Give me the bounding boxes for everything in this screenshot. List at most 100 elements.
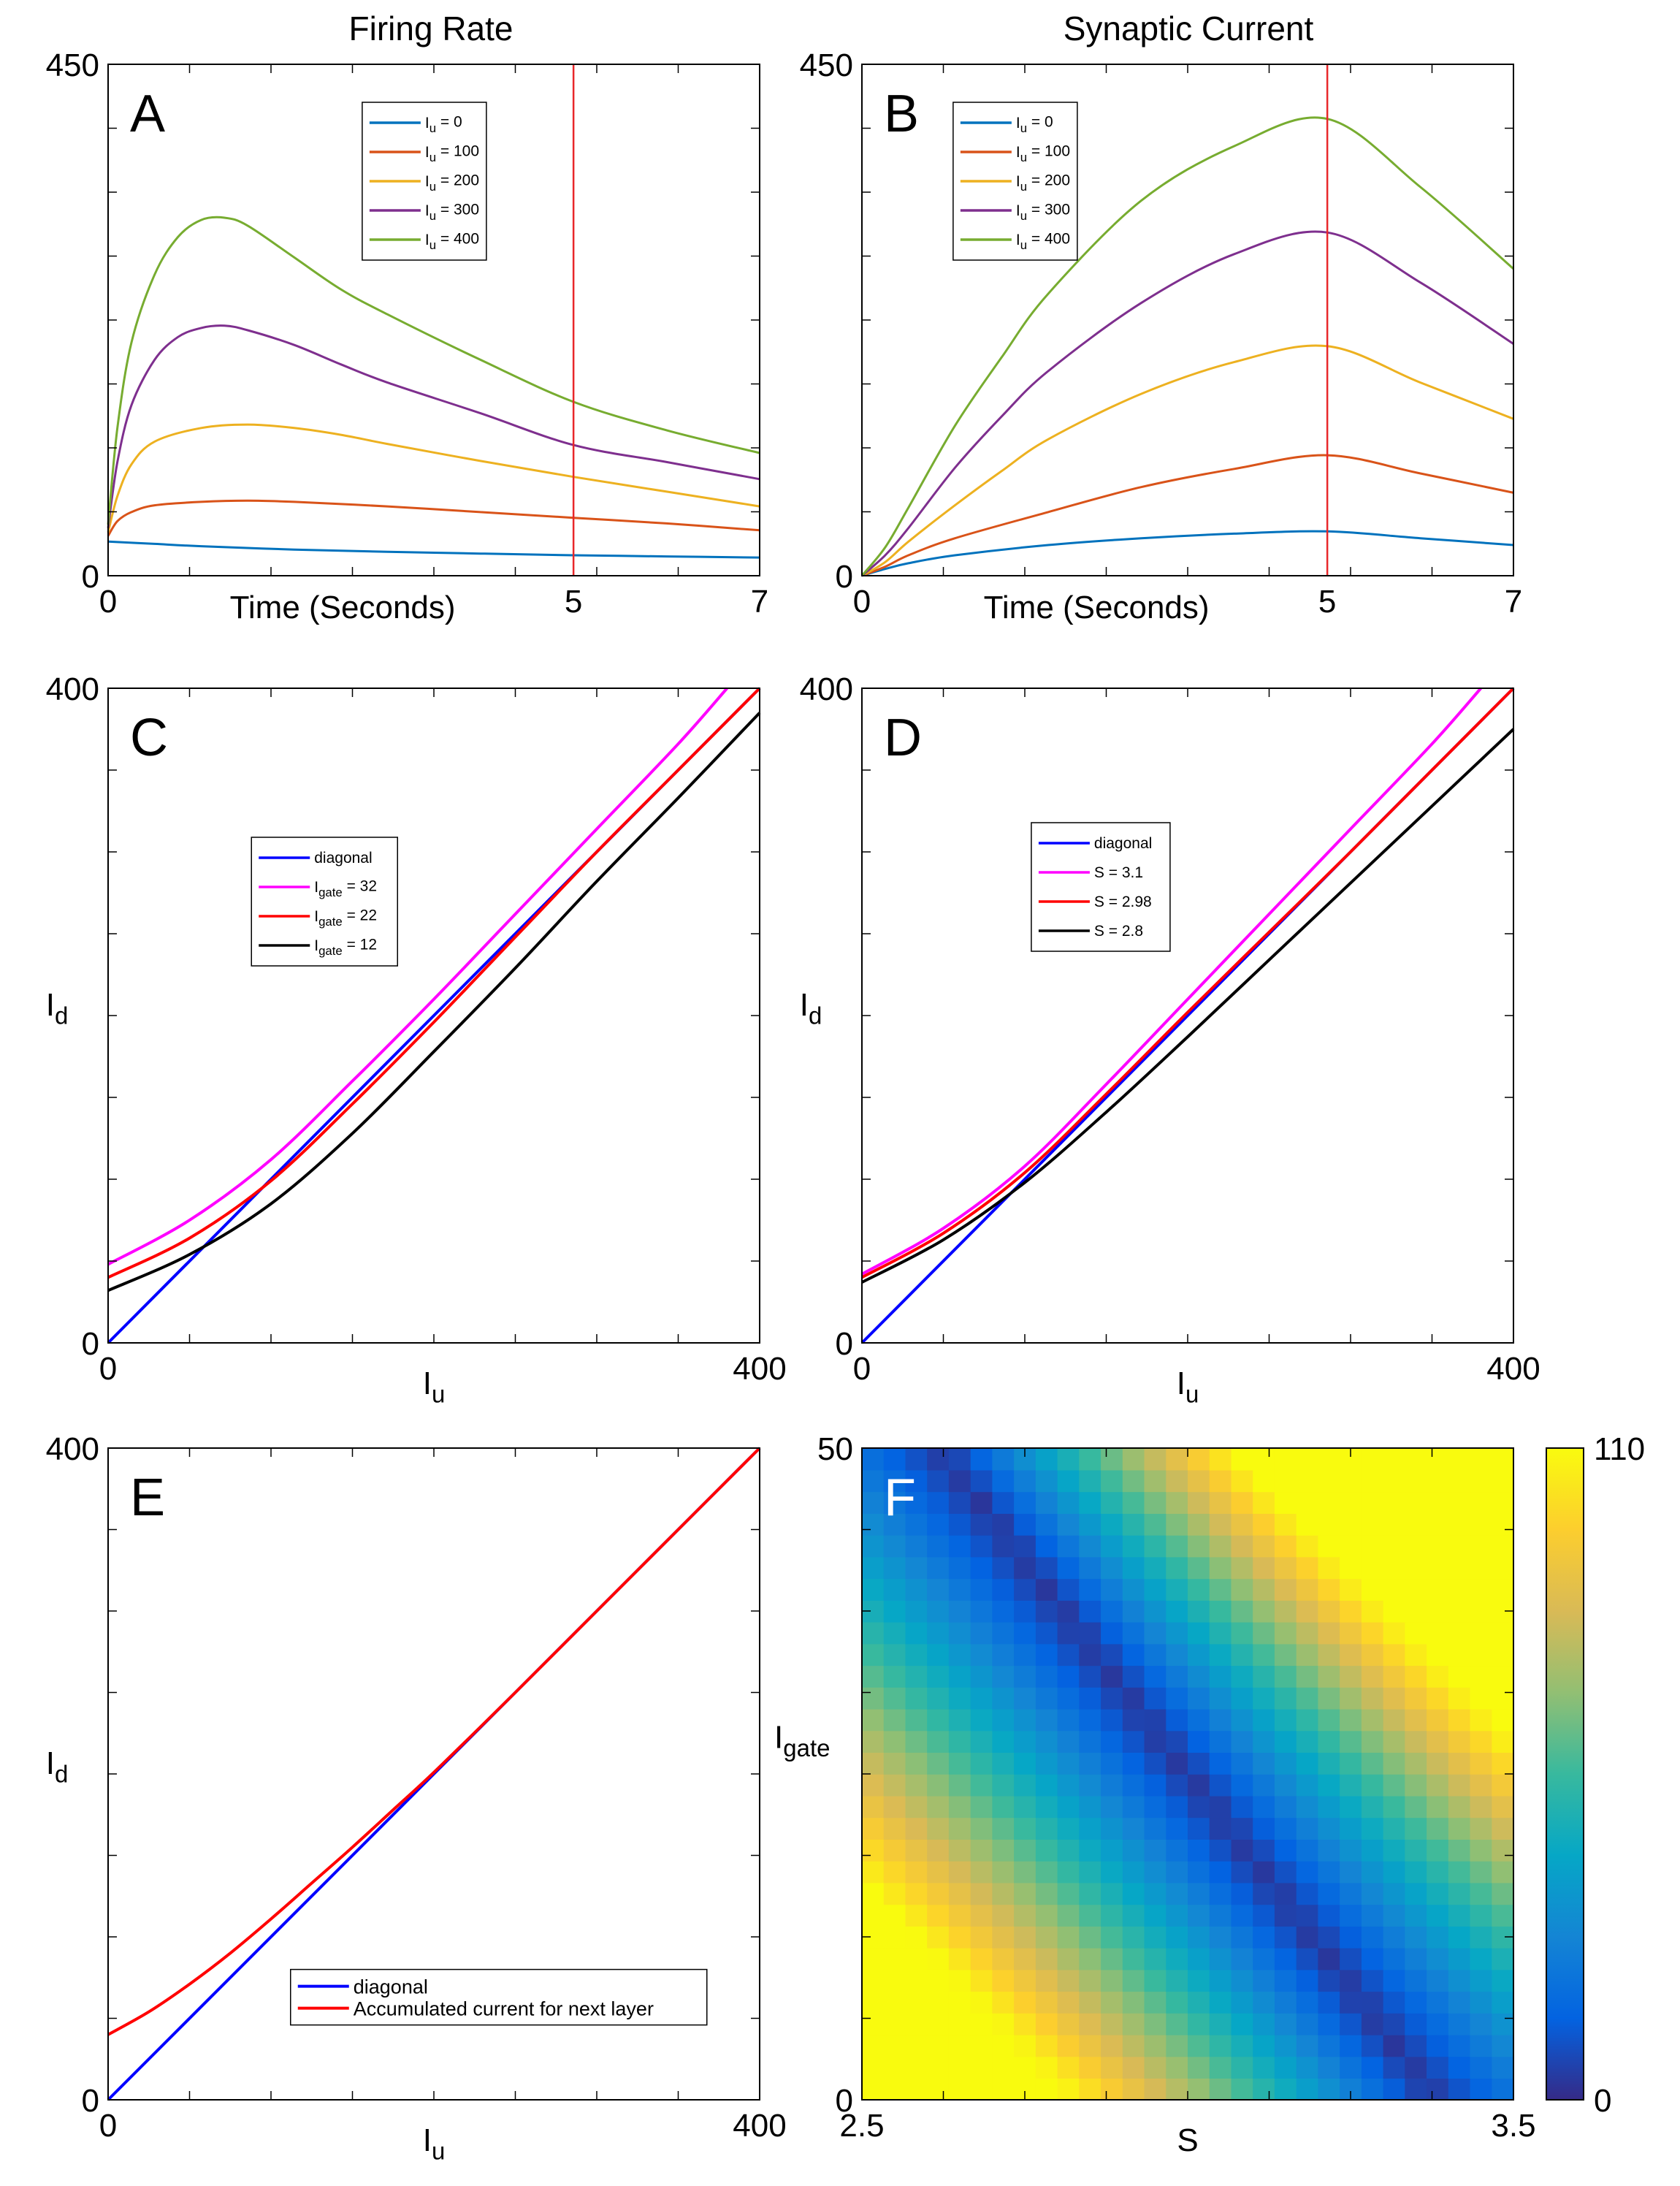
heatmap-cell [1296, 1621, 1319, 1645]
heatmap-cell [1144, 1969, 1167, 1992]
heatmap-cell [1079, 1534, 1101, 1558]
heatmap-cell [948, 1556, 971, 1580]
heatmap-cell [883, 1600, 906, 1623]
heatmap-cell [948, 1926, 971, 1949]
heatmap-cell [992, 1578, 1015, 1601]
heatmap-cell [1470, 1469, 1492, 1493]
heatmap-cell [1144, 2013, 1167, 2035]
heatmap-cell [1296, 1926, 1319, 1949]
legend-entry: S = 2.8 [1094, 923, 1143, 940]
heatmap-cell [948, 1904, 971, 1927]
heatmap-cell [970, 1513, 993, 1536]
heatmap-cell [1253, 1774, 1275, 1797]
heatmap-cell [1166, 1687, 1188, 1710]
heatmap-cell [1209, 1600, 1232, 1623]
heatmap-cell [883, 1774, 906, 1797]
y-tick-label: 0 [82, 2083, 99, 2119]
heatmap-cell [1340, 1904, 1362, 1927]
heatmap-cell [1448, 2078, 1471, 2101]
heatmap-cell [1405, 1969, 1427, 1992]
heatmap-cell [1253, 1752, 1275, 1775]
heatmap-cell [1035, 1730, 1058, 1753]
heatmap-cell [1448, 1534, 1471, 1558]
heatmap-cell [1122, 2078, 1145, 2101]
heatmap-cell [1405, 1469, 1427, 1493]
heatmap-cell [1035, 1860, 1058, 1884]
heatmap-cell [1188, 1513, 1210, 1536]
heatmap-cell [1079, 1556, 1101, 1580]
heatmap-cell [883, 1795, 906, 1819]
heatmap-cell [1122, 1752, 1145, 1775]
heatmap-cell [1231, 2013, 1253, 2035]
heatmap-cell [1340, 1795, 1362, 1819]
heatmap-cell [883, 1556, 906, 1580]
heatmap-cell [1057, 1774, 1080, 1797]
heatmap-cell [1340, 1513, 1362, 1536]
heatmap-cell [1231, 1882, 1253, 1905]
heatmap-cell [1035, 1795, 1058, 1819]
heatmap-cell [1470, 2078, 1492, 2101]
heatmap-cell [1492, 1882, 1514, 1905]
heatmap-cell [1383, 1860, 1406, 1884]
heatmap-cell [1057, 1991, 1080, 2014]
heatmap-cell [862, 1839, 885, 1862]
heatmap-cell [992, 1991, 1015, 2014]
heatmap-cell [1361, 1730, 1384, 1753]
heatmap-cell [1079, 1795, 1101, 1819]
heatmap-cell [1101, 1600, 1123, 1623]
heatmap-cell [1427, 1708, 1449, 1732]
heatmap-cell [1101, 1534, 1123, 1558]
heatmap-cell [862, 2078, 885, 2101]
heatmap-cell [862, 2013, 885, 2035]
heatmap-cell [970, 1926, 993, 1949]
heatmap-cell [992, 1969, 1015, 1992]
heatmap-cell [1405, 1643, 1427, 1667]
heatmap-cell [1383, 1448, 1406, 1471]
heatmap-cell [992, 1795, 1015, 1819]
heatmap-cell [905, 2013, 928, 2035]
heatmap-cell [992, 1665, 1015, 1688]
heatmap-cell [1383, 1513, 1406, 1536]
heatmap-cell [1448, 2013, 1471, 2035]
legend-entry: Iu = 100 [425, 143, 479, 164]
heatmap-cell [1340, 1534, 1362, 1558]
heatmap-cell [1405, 1578, 1427, 1601]
series-line-4 [860, 116, 1514, 576]
heatmap-cell [1209, 1926, 1232, 1949]
heatmap-cell [1492, 1534, 1514, 1558]
heatmap-cell [1492, 1795, 1514, 1819]
heatmap-cell [1470, 1600, 1492, 1623]
heatmap-cell [1014, 2034, 1036, 2057]
heatmap-cell [1122, 1491, 1145, 1514]
heatmap-cell [1470, 1817, 1492, 1840]
heatmap-cell [992, 1947, 1015, 1970]
heatmap-cell [1296, 2056, 1319, 2079]
heatmap-cells [862, 1448, 1514, 2101]
heatmap-cell [970, 1730, 993, 1753]
heatmap-cell [1166, 1904, 1188, 1927]
heatmap-cell [905, 2034, 928, 2057]
heatmap-cell [970, 1448, 993, 1471]
heatmap-cell [1274, 1817, 1297, 1840]
y-tick-label: 400 [46, 671, 99, 707]
heatmap-cell [1079, 1469, 1101, 1493]
heatmap-cell [1318, 1708, 1340, 1732]
heatmap-cell [883, 1469, 906, 1493]
heatmap-cell [1144, 1774, 1167, 1797]
heatmap-cell [1470, 1556, 1492, 1580]
heatmap-cell [1144, 1926, 1167, 1949]
heatmap-cell [948, 1969, 971, 1992]
heatmap-cell [1361, 1904, 1384, 1927]
heatmap-cell [948, 1947, 971, 1970]
series-line-2 [107, 423, 760, 533]
heatmap-cell [1209, 1578, 1232, 1601]
heatmap-cell [1057, 1600, 1080, 1623]
heatmap-cell [1209, 1643, 1232, 1667]
heatmap-cell [992, 1687, 1015, 1710]
heatmap-cell [862, 1491, 885, 1514]
heatmap-cell [1427, 1730, 1449, 1753]
heatmap-cell [1209, 1534, 1232, 1558]
heatmap-cell [1253, 1969, 1275, 1992]
heatmap-cell [1144, 1600, 1167, 1623]
heatmap-cell [862, 1947, 885, 1970]
